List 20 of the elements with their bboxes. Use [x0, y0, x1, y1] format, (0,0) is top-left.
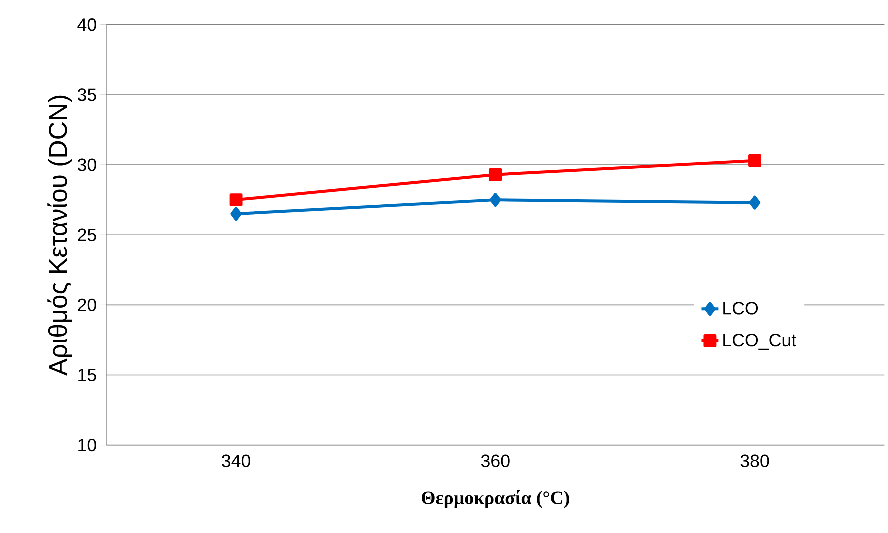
legend-label: LCO_Cut [724, 334, 796, 350]
point [490, 193, 502, 208]
point [230, 194, 243, 207]
point [230, 207, 242, 222]
y-tick-label: 20 [78, 298, 96, 312]
point [749, 196, 761, 210]
y-tick-label: 35 [78, 88, 96, 102]
y-axis-title: Αριθμός Κετανίου (DCN) [48, 96, 72, 376]
x-tick-label: 380 [740, 454, 770, 468]
x-tick-label: 360 [481, 454, 510, 468]
point [748, 154, 762, 168]
point [489, 168, 502, 182]
x-tick-label: 340 [222, 454, 250, 468]
y-tick-label: 15 [78, 369, 96, 382]
x-axis-title: Θερμοκρασία (°C) [422, 490, 570, 508]
legend-label: LCO [724, 302, 758, 315]
y-tick-label: 40 [78, 18, 96, 32]
y-tick-label: 10 [78, 438, 96, 452]
y-tick-label: 30 [78, 158, 96, 172]
y-tick-label: 25 [78, 228, 96, 242]
